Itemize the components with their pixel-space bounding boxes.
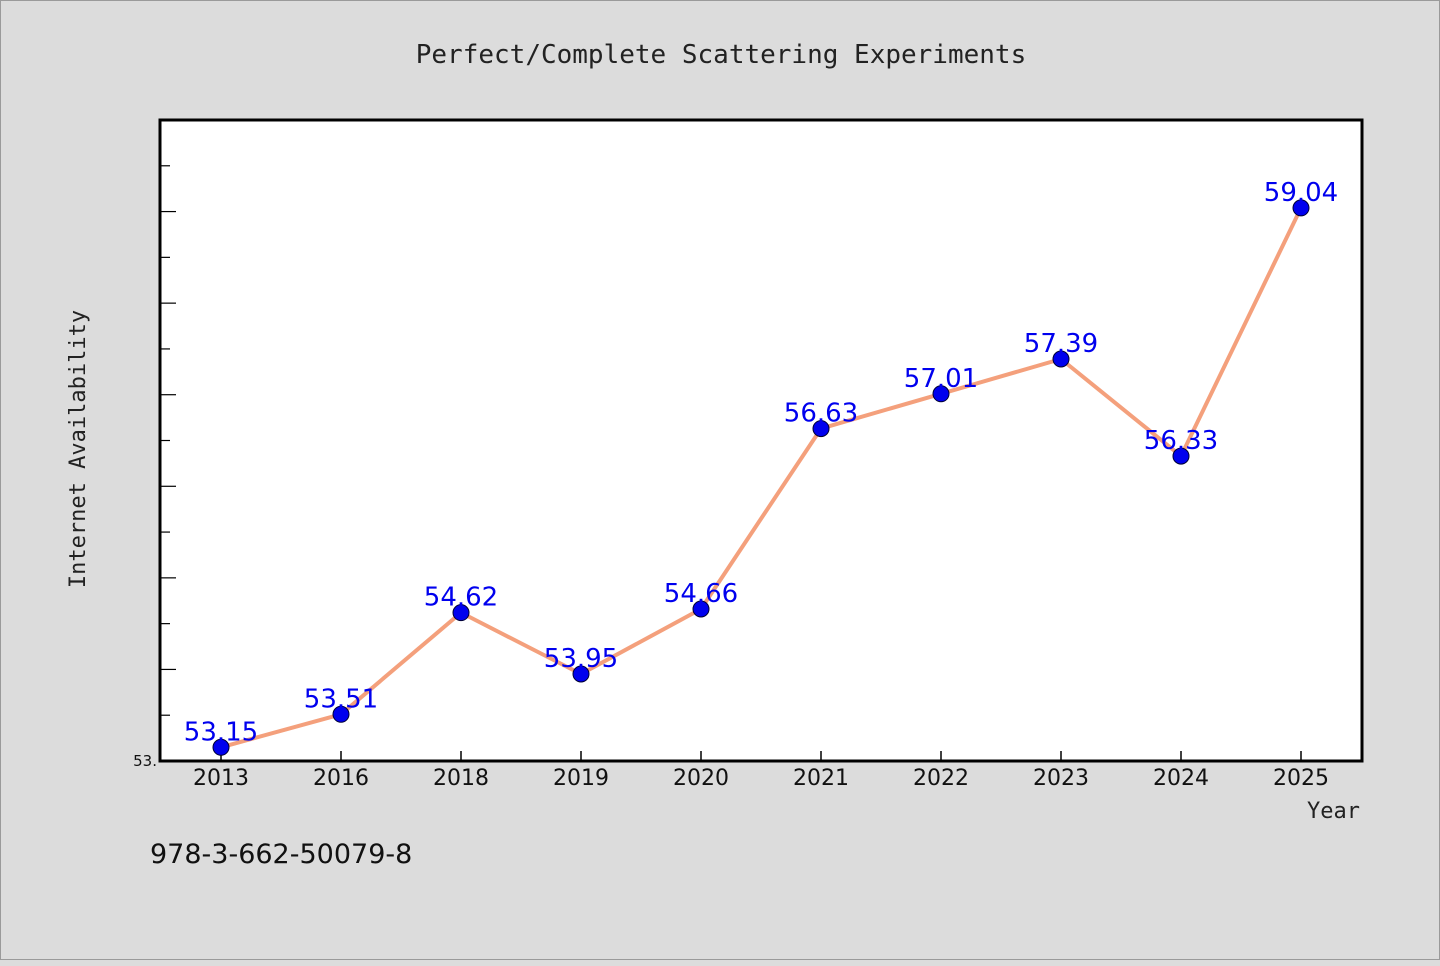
x-tick-label: 2019: [553, 766, 609, 791]
footnote-isbn: 978-3-662-50079-8: [150, 839, 412, 870]
data-point: [332, 705, 350, 723]
data-point: [692, 600, 710, 618]
data-label: 54.66: [664, 579, 738, 609]
data-point: [572, 665, 590, 683]
data-label: 57.39: [1024, 329, 1098, 359]
y-tick-label: 53.: [133, 752, 157, 770]
x-axis-tick-labels: 2013 2016 2018 2019 2020 2021 2022 2023 2024 2025: [193, 766, 1329, 791]
x-tick-label: 2021: [793, 766, 849, 791]
data-point: [452, 604, 470, 622]
data-label: 59.04: [1264, 178, 1338, 208]
x-tick-label: 2025: [1273, 766, 1329, 791]
y-axis-ticks: [160, 119, 176, 716]
data-label: 57.01: [904, 364, 978, 394]
x-tick-label: 2023: [1033, 766, 1089, 791]
data-markers: [212, 199, 1310, 756]
data-label: 56.33: [1144, 426, 1218, 456]
data-labels: 53.15 53.51 54.62 53.95 54.66 56.63 57.01 57.39…: [184, 178, 1338, 747]
y-axis-label: Internet Availability: [66, 310, 91, 588]
series-line: [220, 207, 1303, 750]
data-point: [1052, 350, 1070, 368]
data-label: 53.15: [184, 717, 258, 747]
x-tick-label: 2016: [313, 766, 369, 791]
data-label: 54.62: [424, 583, 498, 613]
x-tick-label: 2020: [673, 766, 729, 791]
x-tick-label: 2013: [193, 766, 249, 791]
data-point: [212, 738, 230, 756]
x-tick-label: 2018: [433, 766, 489, 791]
chart-title: Perfect/Complete Scattering Experiments: [416, 40, 1026, 70]
x-axis-label: Year: [1307, 799, 1360, 824]
data-label: 56.63: [784, 399, 858, 429]
data-label: 53.95: [544, 644, 618, 674]
x-tick-label: 2022: [913, 766, 969, 791]
data-point: [1292, 199, 1310, 217]
x-tick-label: 2024: [1153, 766, 1209, 791]
x-axis-ticks: [220, 751, 1302, 761]
data-point: [932, 385, 950, 403]
data-point: [812, 420, 830, 438]
data-label: 53.51: [304, 684, 378, 714]
data-point: [1172, 447, 1190, 465]
